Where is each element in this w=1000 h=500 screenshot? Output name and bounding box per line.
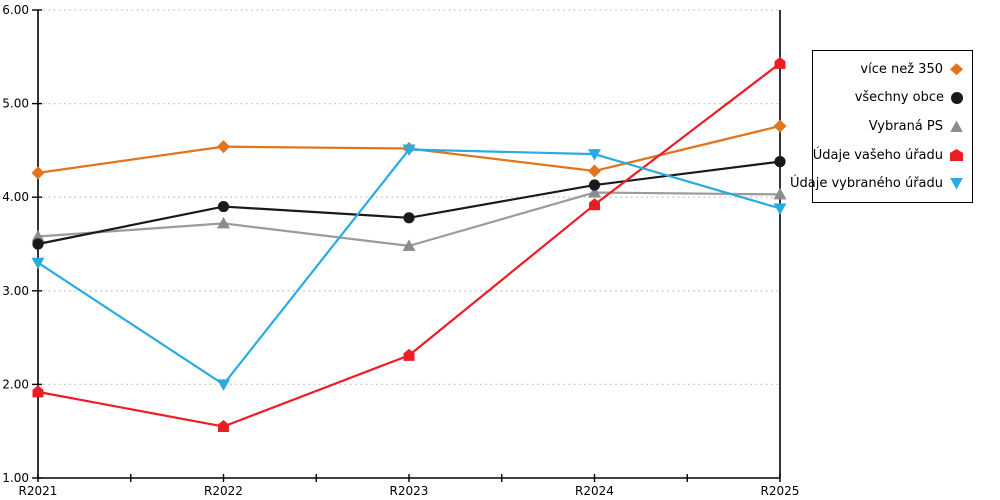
triangle-down-marker-icon bbox=[950, 177, 963, 190]
data-point bbox=[31, 166, 45, 180]
data-point bbox=[402, 144, 416, 156]
data-point bbox=[588, 186, 601, 198]
legend-item: všechny obce bbox=[813, 90, 972, 105]
data-point bbox=[218, 420, 229, 433]
y-axis-tick-label: 5.00 bbox=[2, 97, 29, 111]
legend-item: více než 350 bbox=[813, 62, 972, 77]
data-point bbox=[31, 230, 45, 242]
data-point bbox=[217, 200, 230, 213]
data-point bbox=[774, 156, 786, 168]
series-line-1 bbox=[37, 160, 781, 246]
triangle-up-marker-icon bbox=[950, 120, 963, 133]
data-point bbox=[589, 198, 600, 211]
data-point bbox=[588, 179, 601, 191]
x-axis-tick-label: R2022 bbox=[204, 484, 243, 498]
y-axis-tick-label: 2.00 bbox=[2, 377, 29, 391]
legend-label: více než 350 bbox=[860, 61, 943, 77]
legend-item: Údaje vybraného úřadu bbox=[790, 176, 972, 191]
data-point bbox=[588, 149, 601, 161]
data-point bbox=[32, 238, 44, 250]
legend-label: Údaje vašeho úřadu bbox=[812, 147, 943, 163]
y-axis-tick-label: 6.00 bbox=[2, 3, 29, 17]
y-axis-tick-label: 3.00 bbox=[2, 284, 29, 298]
legend: více než 350 všechny obce Vybraná PS Úda… bbox=[790, 50, 973, 203]
legend-item: Údaje vašeho úřadu bbox=[813, 148, 972, 163]
data-point bbox=[403, 212, 415, 224]
x-axis-tick-label: R2025 bbox=[761, 484, 800, 498]
x-axis-tick-label: R2023 bbox=[390, 484, 429, 498]
data-point bbox=[217, 140, 230, 154]
diamond-marker-icon bbox=[950, 63, 963, 76]
legend-label: Údaje vybraného úřadu bbox=[789, 176, 943, 192]
pentagon-marker-icon bbox=[950, 149, 963, 162]
data-point bbox=[402, 239, 416, 251]
data-point bbox=[217, 216, 230, 229]
legend-label: Vybraná PS bbox=[868, 118, 943, 134]
y-axis-tick-label: 1.00 bbox=[2, 471, 29, 485]
data-point bbox=[774, 56, 786, 69]
data-point bbox=[773, 119, 787, 133]
y-axis-tick-label: 4.00 bbox=[2, 190, 29, 204]
data-point bbox=[31, 257, 45, 270]
legend-label: všechny obce bbox=[854, 90, 944, 106]
data-point bbox=[217, 379, 230, 391]
data-point bbox=[773, 187, 787, 200]
circle-marker-icon bbox=[951, 91, 963, 104]
data-point bbox=[773, 203, 787, 215]
x-axis-tick-label: R2024 bbox=[575, 484, 614, 498]
data-point bbox=[32, 385, 44, 398]
data-point bbox=[403, 348, 415, 361]
data-point bbox=[588, 164, 601, 178]
x-axis-tick-label: R2021 bbox=[19, 484, 58, 498]
legend-item: Vybraná PS bbox=[813, 119, 972, 134]
